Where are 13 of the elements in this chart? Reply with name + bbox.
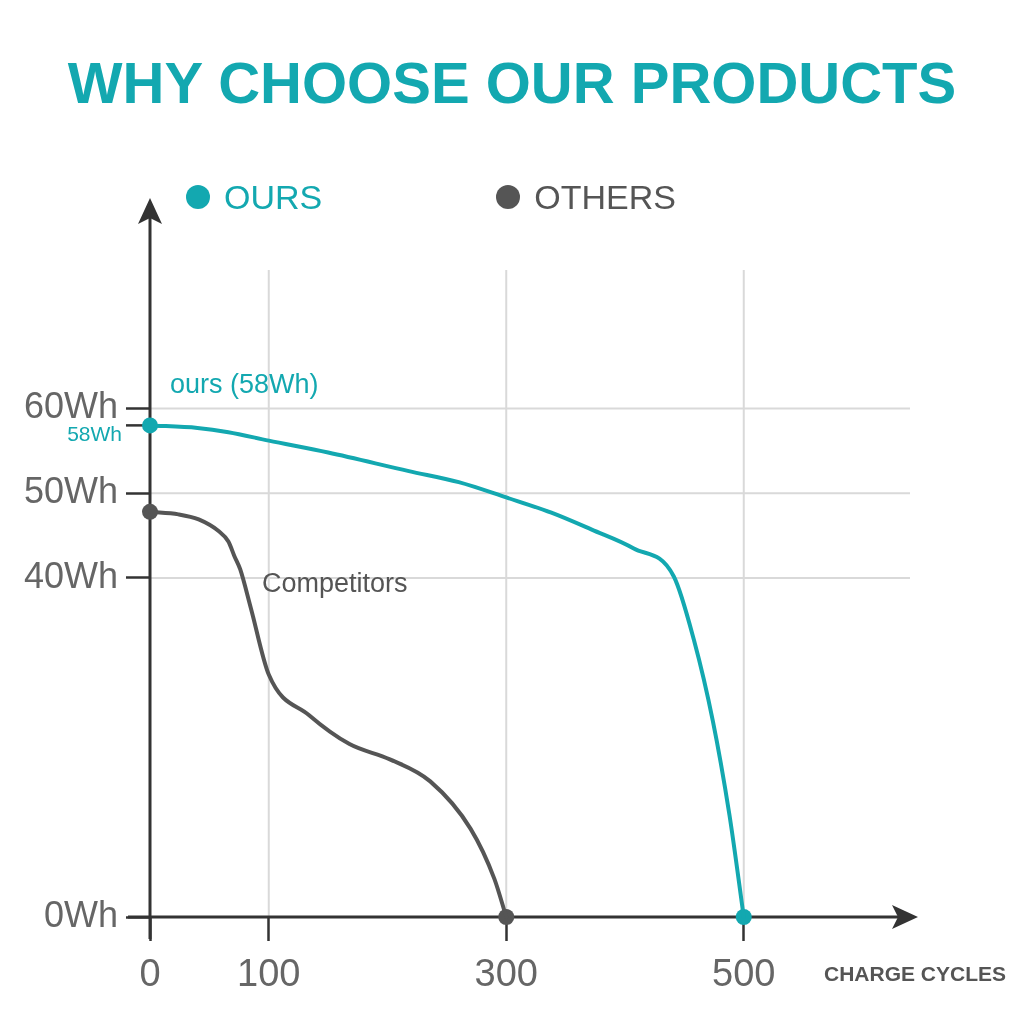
x-tick-label: 0: [139, 952, 161, 995]
y-tick-label: 40Wh: [23, 554, 118, 596]
x-tick-label: 100: [237, 952, 301, 995]
annotation: ours (58Wh): [170, 369, 319, 400]
legend-label: OURS: [224, 177, 323, 217]
chart-title: WHY CHOOSE OUR PRODUCTS: [66, 50, 958, 116]
x-axis-title: CHARGE CYCLES: [823, 961, 1006, 985]
annotation: Competitors: [262, 568, 408, 599]
x-tick-label: 500: [712, 952, 776, 995]
legend-label: OTHERS: [534, 177, 676, 217]
x-tick-label: 300: [474, 952, 538, 995]
y-tick-label: 50Wh: [23, 470, 118, 512]
y-tick-label: 0Wh: [43, 893, 118, 935]
